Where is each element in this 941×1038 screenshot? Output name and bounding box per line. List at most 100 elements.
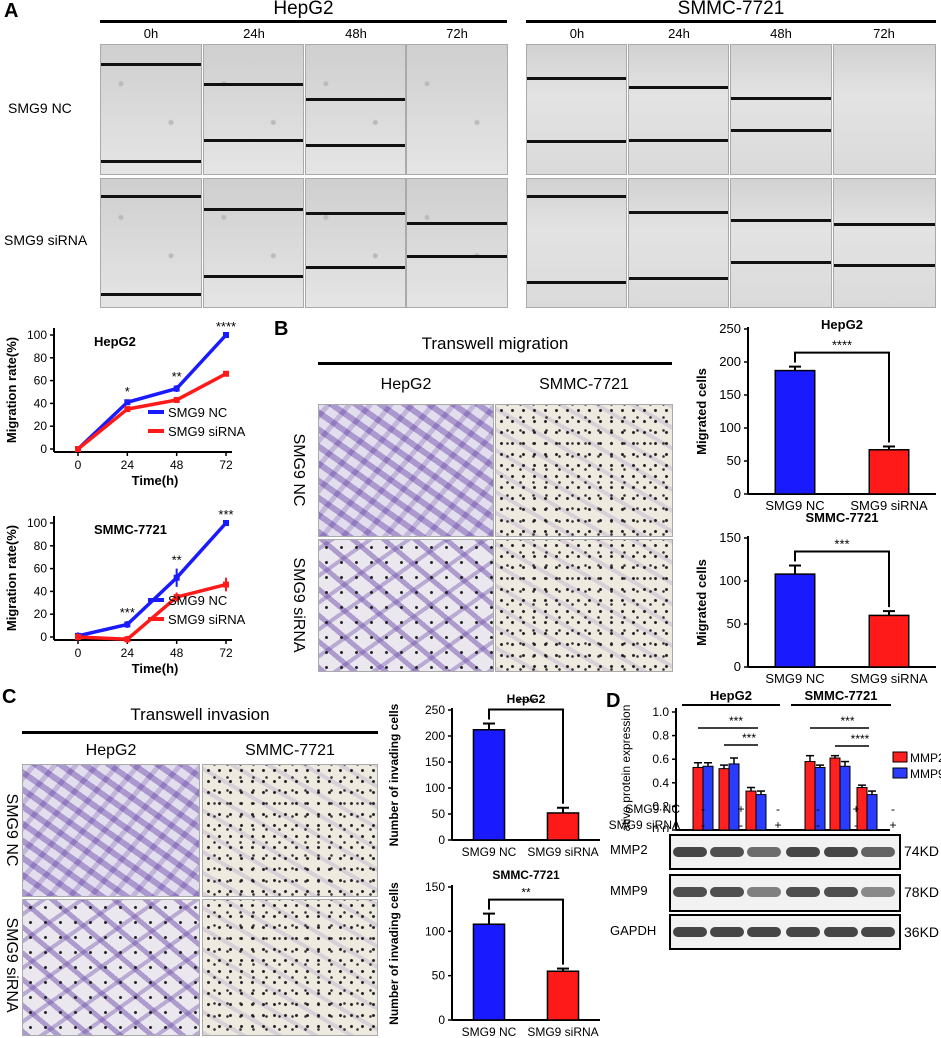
data-point — [173, 574, 180, 581]
y-tick-label: 0.6 — [652, 752, 669, 766]
wound-image — [833, 44, 936, 175]
wound-hepg2-header: HepG2 — [273, 0, 334, 19]
blot-band — [673, 847, 707, 857]
x-tick-label: SMG9 siRNA — [527, 845, 598, 859]
legend-swatch — [892, 767, 908, 779]
y-tick-label: 150 — [719, 530, 741, 545]
y-axis-title: Number of invading cells — [387, 882, 401, 1025]
wound-image — [526, 44, 627, 175]
blot-band — [824, 927, 858, 937]
blot-band — [710, 887, 744, 897]
x-tick-label: SMG9 siRNA — [850, 498, 928, 512]
transwell-image — [22, 764, 200, 897]
y-tick-label: 0 — [734, 486, 741, 501]
group-title: HepG2 — [710, 690, 752, 703]
timepoint-label: 48h — [770, 26, 792, 41]
timepoint-label: 72h — [446, 26, 468, 41]
transwell-migration-rule — [318, 362, 672, 365]
bar — [546, 812, 580, 841]
y-tick-label: 250 — [425, 703, 445, 717]
y-tick-label: 100 — [425, 924, 445, 938]
chart-title: HepG2 — [507, 692, 546, 706]
timepoint-label: 24h — [668, 26, 690, 41]
treatment-mark: - — [891, 802, 895, 816]
x-tick-label: SMG9 siRNA — [850, 671, 928, 686]
y-tick-label: 200 — [719, 354, 741, 369]
bar — [839, 765, 851, 831]
chart-invading-hepg2: 0 50 100 150 200 250 Number of invading cells H… — [387, 692, 600, 859]
blot-band — [710, 847, 744, 857]
transwell-col-label: SMMC-7721 — [539, 376, 629, 393]
y-tick-label: 50 — [727, 453, 741, 468]
bar — [774, 573, 816, 668]
y-axis-title: Migration rate(%) — [4, 337, 19, 443]
legend-label: SMG9 NC — [168, 405, 227, 420]
blot-gapdh — [669, 914, 901, 950]
wound-row-label-nc: SMG9 NC — [8, 100, 72, 116]
timepoint-label: 0h — [143, 26, 159, 41]
legend-swatch — [892, 751, 908, 763]
y-tick-label: 150 — [425, 755, 445, 769]
treatment-mark: - — [701, 818, 705, 832]
x-axis-title: Time(h) — [132, 661, 179, 676]
y-axis-title: Number of invading cells — [387, 703, 401, 846]
transwell-image — [318, 404, 494, 537]
blot-size-gapdh: 36KD — [904, 924, 940, 940]
blot-label-gapdh: GAPDH — [610, 923, 657, 938]
y-tick-label: 20 — [34, 419, 48, 433]
y-tick-label: 20 — [34, 607, 48, 621]
data-point — [223, 370, 229, 377]
y-tick-label: 60 — [34, 374, 48, 388]
x-tick-label: SMG9 NC — [765, 498, 824, 512]
wound-smmc-header: SMMC-7721 — [677, 0, 785, 19]
y-tick-label: 80 — [34, 351, 48, 365]
x-tick-label: 72 — [219, 646, 233, 660]
bar — [718, 768, 730, 831]
timepoint-label: 0h — [569, 26, 585, 41]
y-tick-label: 100 — [719, 420, 741, 435]
blot-band — [786, 847, 820, 857]
transwell-image — [318, 539, 494, 672]
y-tick-label: 0.4 — [652, 776, 669, 790]
y-tick-label: 150 — [719, 387, 741, 402]
y-tick-label: 0 — [438, 833, 445, 847]
wound-image — [833, 178, 936, 308]
treatment-mark: - — [776, 802, 780, 816]
blot-band — [861, 847, 895, 857]
wound-image — [730, 178, 832, 308]
data-point — [223, 332, 229, 338]
treatment-mark: - — [816, 802, 820, 816]
wound-image — [406, 44, 508, 175]
significance-label: *** — [218, 507, 233, 522]
x-axis-title: Time(h) — [132, 473, 179, 488]
transwell-row-label: SMG9 NC — [290, 433, 307, 507]
significance-label: **** — [517, 696, 536, 710]
legend-label: SMG9 siRNA — [168, 424, 246, 439]
chart-title: SMMC-7721 — [94, 522, 167, 537]
timepoint-label: 48h — [345, 26, 367, 41]
panel-label-b: B — [274, 318, 289, 340]
treatment-mark: - — [701, 802, 705, 816]
blot-size-mmp2: 74KD — [904, 843, 940, 859]
chart-migrated-smmc: 0 50 100 150 Migrated cells SMMC-7721 SMG9 NC S… — [694, 510, 936, 686]
wound-image — [305, 44, 406, 175]
y-tick-label: 100 — [425, 781, 445, 795]
x-tick-label: SMG9 siRNA — [527, 1025, 598, 1038]
panel-label-d: D — [606, 690, 621, 712]
y-tick-label: 50 — [432, 969, 446, 983]
series-line — [76, 333, 228, 451]
blot-mmp2 — [669, 834, 901, 870]
blot-band — [747, 887, 781, 897]
y-axis-title: Migrated cells — [694, 559, 709, 646]
y-axis-title: Migrated cells — [694, 368, 709, 455]
data-point — [75, 446, 81, 452]
y-tick-label: 40 — [34, 584, 48, 598]
x-tick-label: 0 — [75, 646, 82, 660]
transwell-migration-title: Transwell migration — [421, 334, 569, 353]
chart-protein-expression: 0.0 0.2 0.4 0.6 0.8 1.0 Relative protein expre… — [619, 690, 941, 832]
y-tick-label: 250 — [719, 321, 741, 336]
bar — [546, 970, 580, 1021]
significance-bracket — [488, 708, 564, 804]
chart-migrated-hepg2: 0 50 100 150 200 250 Migrated cells HepG2 SMG9 N… — [694, 317, 936, 512]
data-point — [75, 634, 81, 640]
